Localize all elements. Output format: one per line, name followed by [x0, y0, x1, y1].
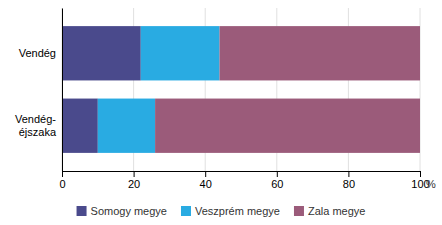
tick-label-line: Vendég — [19, 47, 56, 59]
axis-line — [63, 172, 421, 178]
legend-label: Somogy megye — [91, 205, 167, 217]
tick-label: Vendég-éjszaka — [15, 113, 57, 138]
chart-container: 020406080100VendégVendég-éjszaka%Somogy … — [0, 0, 442, 225]
tick-mark — [277, 171, 278, 177]
bar — [62, 99, 98, 153]
tick-label: 80 — [343, 178, 355, 190]
legend: Somogy megye Veszprém megye Zala megye — [77, 205, 366, 217]
tick: 40 — [200, 171, 212, 190]
legend-label: Veszprém megye — [195, 205, 280, 217]
bar — [220, 26, 420, 80]
tick-mark — [134, 171, 135, 177]
bars — [62, 26, 420, 153]
tick: 20 — [128, 171, 140, 190]
tick: 80 — [343, 171, 355, 190]
bar — [141, 26, 220, 80]
grid-line — [62, 8, 63, 171]
bar — [155, 99, 420, 153]
legend-swatch — [77, 206, 87, 216]
bar — [62, 26, 141, 80]
legend-swatch — [294, 206, 304, 216]
tick: Vendég — [19, 47, 62, 59]
tick-mark — [62, 171, 63, 177]
tick-mark — [420, 171, 421, 177]
tick-mark — [205, 171, 206, 177]
tick-label-line: Vendég- — [15, 113, 56, 125]
legend-item: Veszprém megye — [181, 205, 280, 217]
legend-item: Somogy megye — [77, 205, 167, 217]
legend-item: Zala megye — [294, 205, 365, 217]
tick-label: 60 — [271, 178, 283, 190]
tick-label-line: éjszaka — [19, 126, 57, 138]
tick: 0 — [59, 171, 65, 190]
x-axis: 020406080100 — [59, 171, 429, 190]
tick-label: 40 — [200, 178, 212, 190]
grid — [62, 8, 420, 171]
tick-label: 20 — [128, 178, 140, 190]
y-axis: Vendég Vendég-éjszaka — [15, 9, 62, 172]
tick: 60 — [271, 171, 283, 190]
axis-line — [62, 9, 63, 172]
tick-label: Vendég — [19, 47, 56, 59]
bar-series — [155, 26, 420, 153]
axis-label: % — [426, 178, 436, 190]
tick-mark — [348, 171, 349, 177]
legend-label: Zala megye — [308, 205, 365, 217]
tick-label: 0 — [59, 178, 65, 190]
tick: Vendég-éjszaka — [15, 113, 62, 138]
legend-swatch — [181, 206, 191, 216]
chart-svg: 020406080100VendégVendég-éjszaka%Somogy … — [0, 0, 442, 225]
bar — [98, 99, 155, 153]
